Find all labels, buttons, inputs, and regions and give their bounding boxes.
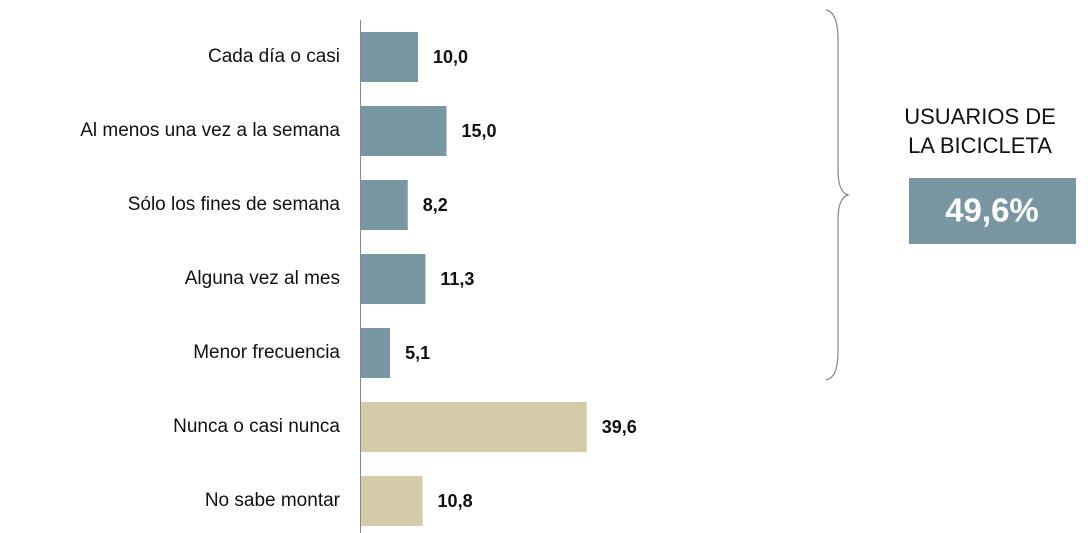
value-label: 15,0 [462, 121, 497, 141]
category-label: Nunca o casi nunca [173, 416, 340, 437]
bar [361, 328, 391, 378]
bar [361, 254, 426, 304]
bar [361, 106, 447, 156]
bar [361, 476, 423, 526]
bar [361, 402, 587, 452]
value-label: 5,1 [405, 343, 430, 363]
brace [825, 9, 851, 381]
summary-value: 49,6% [945, 192, 1039, 229]
category-label: Sólo los fines de semana [128, 194, 341, 215]
category-label: Menor frecuencia [193, 342, 340, 363]
summary-label: LA BICICLETA [908, 133, 1052, 158]
category-label: Cada día o casi [208, 46, 340, 67]
category-label: Al menos una vez a la semana [80, 120, 340, 141]
value-label: 11,3 [440, 269, 474, 289]
value-label: 10,0 [433, 47, 468, 67]
value-label: 8,2 [423, 195, 448, 215]
summary-label: USUARIOS DE [904, 104, 1056, 129]
summary-box [909, 178, 1076, 244]
value-label: 10,8 [438, 491, 473, 511]
bar [361, 32, 418, 82]
value-label: 39,6 [602, 417, 637, 437]
category-label: No sabe montar [205, 490, 341, 511]
bar [361, 180, 408, 230]
category-label: Alguna vez al mes [185, 268, 340, 289]
